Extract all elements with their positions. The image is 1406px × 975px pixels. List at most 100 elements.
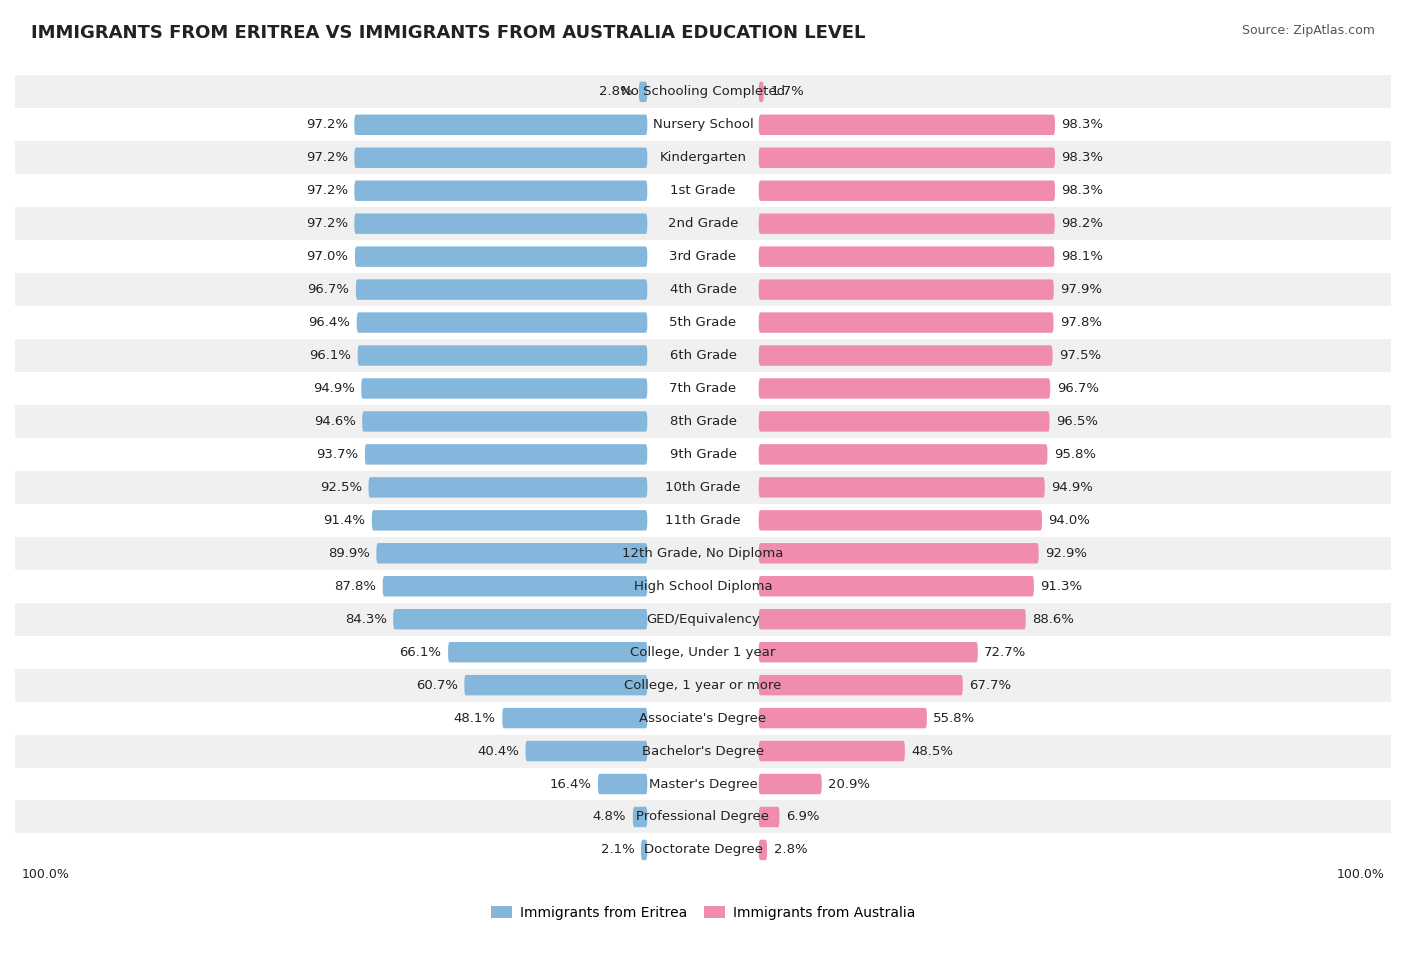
Bar: [15, 702, 1391, 734]
Text: 92.5%: 92.5%: [319, 481, 361, 494]
Text: 60.7%: 60.7%: [416, 679, 458, 691]
FancyBboxPatch shape: [366, 445, 647, 465]
Text: Professional Degree: Professional Degree: [637, 810, 769, 824]
Text: 66.1%: 66.1%: [399, 645, 441, 659]
FancyBboxPatch shape: [759, 312, 1053, 332]
Text: IMMIGRANTS FROM ERITREA VS IMMIGRANTS FROM AUSTRALIA EDUCATION LEVEL: IMMIGRANTS FROM ERITREA VS IMMIGRANTS FR…: [31, 24, 865, 42]
Bar: [15, 734, 1391, 767]
FancyBboxPatch shape: [759, 214, 1054, 234]
FancyBboxPatch shape: [759, 345, 1053, 366]
Text: Nursery School: Nursery School: [652, 118, 754, 132]
Bar: [15, 800, 1391, 834]
Text: 20.9%: 20.9%: [828, 777, 870, 791]
Text: 5th Grade: 5th Grade: [669, 316, 737, 330]
Text: 3rd Grade: 3rd Grade: [669, 251, 737, 263]
FancyBboxPatch shape: [371, 510, 647, 530]
Text: 97.5%: 97.5%: [1059, 349, 1101, 362]
Text: 72.7%: 72.7%: [984, 645, 1026, 659]
Text: 11th Grade: 11th Grade: [665, 514, 741, 526]
Bar: [15, 75, 1391, 108]
Text: 4.8%: 4.8%: [593, 810, 626, 824]
Text: 93.7%: 93.7%: [316, 448, 359, 461]
FancyBboxPatch shape: [759, 280, 1053, 300]
Bar: [15, 569, 1391, 603]
Text: Source: ZipAtlas.com: Source: ZipAtlas.com: [1241, 24, 1375, 37]
Text: 96.5%: 96.5%: [1056, 415, 1098, 428]
FancyBboxPatch shape: [357, 312, 647, 332]
Text: 2.8%: 2.8%: [773, 843, 807, 856]
Text: 97.9%: 97.9%: [1060, 283, 1102, 296]
FancyBboxPatch shape: [641, 839, 647, 860]
Legend: Immigrants from Eritrea, Immigrants from Australia: Immigrants from Eritrea, Immigrants from…: [485, 900, 921, 925]
Text: 8th Grade: 8th Grade: [669, 415, 737, 428]
Text: 98.3%: 98.3%: [1062, 184, 1104, 197]
Text: 40.4%: 40.4%: [477, 745, 519, 758]
Bar: [15, 636, 1391, 669]
Text: 1.7%: 1.7%: [770, 86, 804, 98]
FancyBboxPatch shape: [759, 774, 821, 795]
FancyBboxPatch shape: [759, 180, 1054, 201]
Text: 94.6%: 94.6%: [314, 415, 356, 428]
Text: 2.8%: 2.8%: [599, 86, 633, 98]
FancyBboxPatch shape: [759, 445, 1047, 465]
FancyBboxPatch shape: [759, 82, 763, 102]
Text: 97.2%: 97.2%: [305, 184, 347, 197]
FancyBboxPatch shape: [759, 839, 768, 860]
Text: 96.1%: 96.1%: [309, 349, 352, 362]
Text: Doctorate Degree: Doctorate Degree: [644, 843, 762, 856]
Text: 98.2%: 98.2%: [1062, 217, 1104, 230]
FancyBboxPatch shape: [759, 411, 1049, 432]
Bar: [15, 438, 1391, 471]
Text: 2.1%: 2.1%: [600, 843, 634, 856]
FancyBboxPatch shape: [354, 180, 647, 201]
Bar: [15, 108, 1391, 141]
Text: 91.4%: 91.4%: [323, 514, 366, 526]
FancyBboxPatch shape: [759, 543, 1039, 564]
FancyBboxPatch shape: [354, 147, 647, 168]
FancyBboxPatch shape: [759, 806, 779, 827]
Text: 10th Grade: 10th Grade: [665, 481, 741, 494]
Text: 94.0%: 94.0%: [1049, 514, 1091, 526]
Bar: [15, 372, 1391, 405]
FancyBboxPatch shape: [368, 477, 647, 497]
Text: 4th Grade: 4th Grade: [669, 283, 737, 296]
Text: 100.0%: 100.0%: [21, 868, 69, 881]
FancyBboxPatch shape: [361, 378, 647, 399]
Text: 97.2%: 97.2%: [305, 217, 347, 230]
Text: 67.7%: 67.7%: [969, 679, 1011, 691]
Text: Bachelor's Degree: Bachelor's Degree: [643, 745, 763, 758]
Text: 96.4%: 96.4%: [308, 316, 350, 330]
FancyBboxPatch shape: [449, 642, 647, 662]
Text: 6.9%: 6.9%: [786, 810, 820, 824]
Text: No Schooling Completed: No Schooling Completed: [621, 86, 785, 98]
Text: 48.1%: 48.1%: [454, 712, 496, 724]
Text: 96.7%: 96.7%: [308, 283, 349, 296]
FancyBboxPatch shape: [759, 741, 905, 761]
Text: 91.3%: 91.3%: [1040, 580, 1083, 593]
FancyBboxPatch shape: [356, 280, 647, 300]
Text: Kindergarten: Kindergarten: [659, 151, 747, 164]
Text: Associate's Degree: Associate's Degree: [640, 712, 766, 724]
Text: 97.2%: 97.2%: [305, 151, 347, 164]
Bar: [15, 405, 1391, 438]
Text: 98.3%: 98.3%: [1062, 118, 1104, 132]
Text: 97.2%: 97.2%: [305, 118, 347, 132]
Bar: [15, 603, 1391, 636]
FancyBboxPatch shape: [759, 378, 1050, 399]
FancyBboxPatch shape: [759, 675, 963, 695]
Bar: [15, 504, 1391, 537]
FancyBboxPatch shape: [502, 708, 647, 728]
Text: 94.9%: 94.9%: [1052, 481, 1092, 494]
Text: 98.3%: 98.3%: [1062, 151, 1104, 164]
Bar: [15, 240, 1391, 273]
Bar: [15, 767, 1391, 800]
FancyBboxPatch shape: [598, 774, 647, 795]
FancyBboxPatch shape: [759, 477, 1045, 497]
FancyBboxPatch shape: [759, 642, 977, 662]
FancyBboxPatch shape: [759, 708, 927, 728]
Text: 88.6%: 88.6%: [1032, 612, 1074, 626]
Text: 6th Grade: 6th Grade: [669, 349, 737, 362]
Text: Master's Degree: Master's Degree: [648, 777, 758, 791]
Text: 92.9%: 92.9%: [1045, 547, 1087, 560]
Text: 48.5%: 48.5%: [911, 745, 953, 758]
